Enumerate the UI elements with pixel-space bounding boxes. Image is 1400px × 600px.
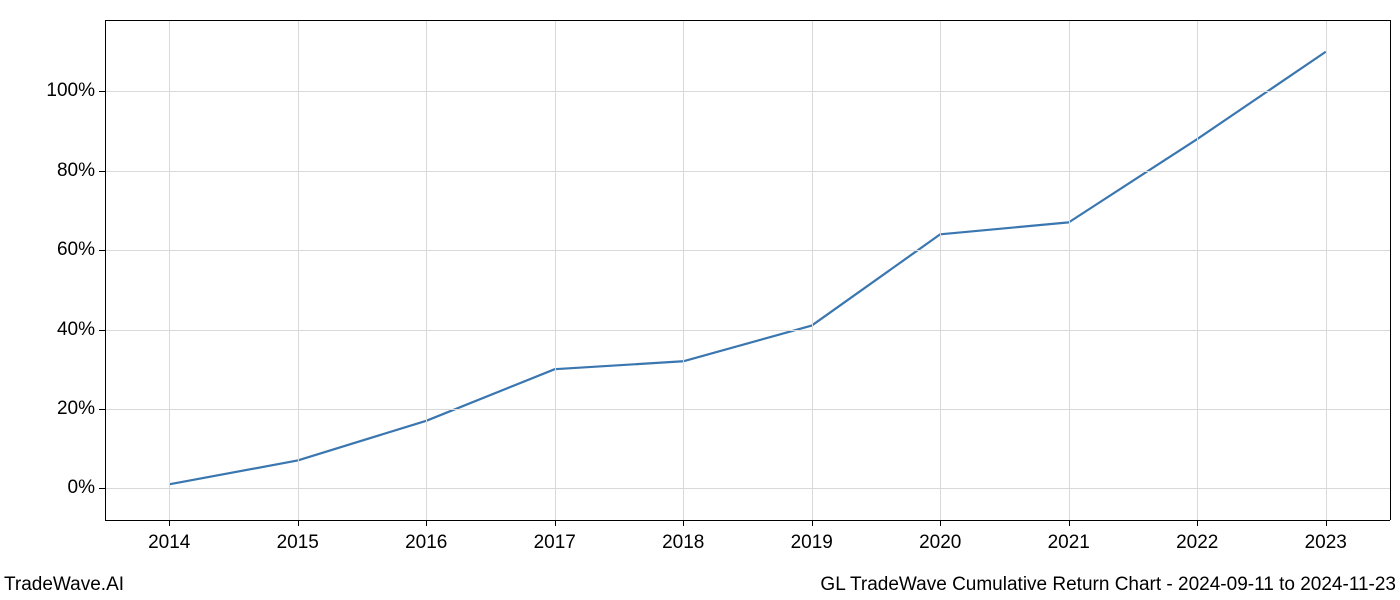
grid-line-horizontal (105, 91, 1390, 92)
y-tick-label: 0% (68, 477, 95, 499)
footer-left-label: TradeWave.AI (4, 574, 124, 596)
grid-line-vertical (683, 20, 684, 520)
grid-line-horizontal (105, 409, 1390, 410)
x-tick-label: 2018 (662, 532, 704, 554)
grid-line-horizontal (105, 171, 1390, 172)
y-tick-label: 20% (57, 398, 95, 420)
x-tick-label: 2020 (919, 532, 961, 554)
grid-line-vertical (940, 20, 941, 520)
grid-line-vertical (426, 20, 427, 520)
footer-right-label: GL TradeWave Cumulative Return Chart - 2… (820, 574, 1396, 596)
x-tick-label: 2014 (148, 532, 190, 554)
grid-line-vertical (169, 20, 170, 520)
x-tick-label: 2021 (1048, 532, 1090, 554)
grid-line-horizontal (105, 488, 1390, 489)
plot-area (105, 20, 1390, 520)
x-tick-label: 2019 (791, 532, 833, 554)
axis-spine (1390, 20, 1391, 520)
x-tick-label: 2017 (534, 532, 576, 554)
x-tick-label: 2022 (1176, 532, 1218, 554)
x-tick-label: 2023 (1305, 532, 1347, 554)
axis-spine (105, 520, 1390, 521)
axis-spine (105, 20, 1390, 21)
y-tick-label: 100% (46, 80, 95, 102)
grid-line-vertical (555, 20, 556, 520)
x-tick-label: 2016 (405, 532, 447, 554)
y-tick-label: 60% (57, 239, 95, 261)
grid-line-horizontal (105, 250, 1390, 251)
grid-line-vertical (1326, 20, 1327, 520)
grid-line-vertical (1069, 20, 1070, 520)
y-tick-label: 40% (57, 319, 95, 341)
axis-spine (105, 20, 106, 520)
grid-line-horizontal (105, 330, 1390, 331)
grid-line-vertical (298, 20, 299, 520)
chart-container: 2014 2015 2016 2017 2018 2019 2020 2021 2022 2023… (0, 0, 1400, 600)
grid-line-vertical (1197, 20, 1198, 520)
return-line (169, 52, 1326, 485)
grid-line-vertical (812, 20, 813, 520)
y-tick-label: 80% (57, 160, 95, 182)
x-tick-label: 2015 (277, 532, 319, 554)
